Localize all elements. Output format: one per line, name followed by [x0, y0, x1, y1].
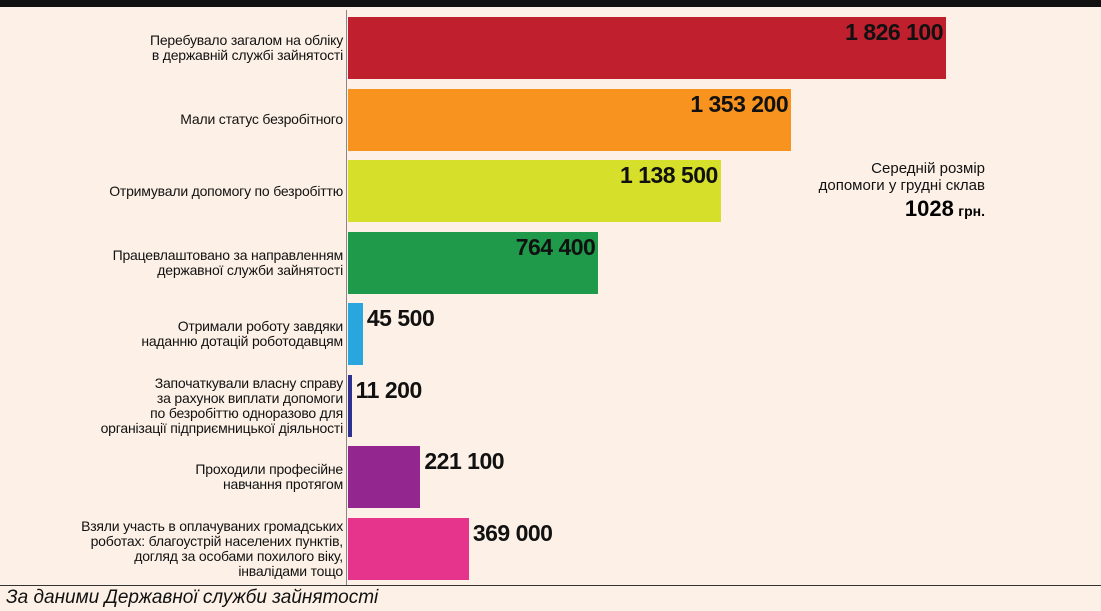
value-label: 1 353 200 — [690, 90, 789, 117]
footer-line — [0, 585, 1101, 586]
annotation-unit: грн. — [958, 203, 985, 219]
value-label: 45 500 — [366, 305, 435, 331]
category-label: Проходили професійне навчання протягом — [195, 461, 343, 492]
value-label: 221 100 — [424, 448, 505, 474]
category-label: Отримали роботу завдяки наданню дотацій … — [141, 318, 343, 349]
value-label: 1 826 100 — [845, 19, 943, 45]
bar — [348, 17, 946, 79]
category-label: Працевлаштовано за направленням державно… — [112, 246, 344, 278]
bar — [348, 231, 599, 294]
category-label: Отримували допомогу по безробіттю — [109, 182, 343, 199]
annotation-amount: 1028 — [904, 196, 954, 221]
value-label: 11 200 — [355, 376, 423, 403]
bar — [348, 517, 469, 580]
bar — [348, 88, 792, 151]
category-label: Започаткували власну справу за рахунок в… — [100, 374, 344, 436]
category-label: Взяли участь в оплачуваних громадських р… — [81, 517, 343, 579]
value-label: 1 138 500 — [620, 162, 718, 188]
top-strip — [0, 0, 1101, 7]
value-label: 369 000 — [472, 519, 553, 546]
bar — [348, 374, 352, 437]
value-label: 764 400 — [515, 233, 596, 260]
source-note: За даними Державної служби зайнятості — [6, 587, 379, 608]
bar — [348, 160, 721, 222]
category-label: Мали статус безробітного — [180, 111, 343, 127]
axis-line — [346, 10, 347, 585]
bar — [348, 303, 363, 365]
bar — [348, 446, 421, 508]
annotation-value: 1028 грн. — [905, 196, 985, 222]
annotation-text: Середній розмір допомоги у грудні склав — [818, 160, 985, 194]
category-label: Перебувало загалом на обліку в державній… — [149, 32, 343, 63]
